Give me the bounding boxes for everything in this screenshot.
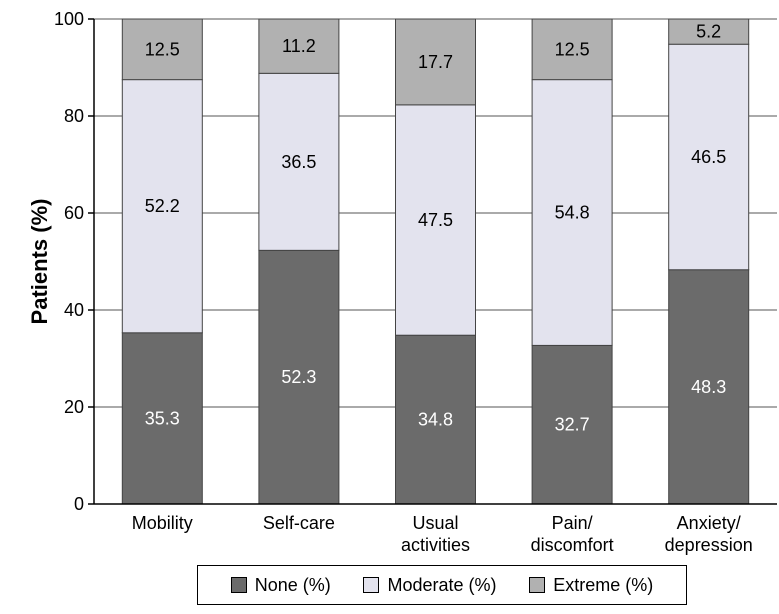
x-tick-label: Self-care — [263, 513, 335, 533]
data-label: 46.5 — [691, 147, 726, 167]
y-tick-label: 60 — [64, 203, 84, 223]
legend-swatch-moderate — [363, 577, 380, 593]
data-label: 5.2 — [696, 22, 721, 42]
x-tick-label: Pain/discomfort — [531, 513, 614, 555]
data-label: 34.8 — [418, 410, 453, 430]
data-label: 52.3 — [281, 367, 316, 387]
bar-segment — [531, 18, 613, 81]
bar-segment — [668, 269, 750, 505]
legend-swatch-none — [230, 577, 247, 593]
data-label: 35.3 — [145, 408, 180, 428]
x-tick-label: Usual activities — [401, 513, 470, 555]
chart-legend: None (%) Moderate (%) Extreme (%) — [197, 565, 687, 605]
x-tick-label-line: Self-care — [263, 513, 335, 533]
y-tick-label: 100 — [54, 9, 84, 29]
legend-item-extreme: Extreme (%) — [529, 575, 653, 596]
bar-segment — [531, 344, 613, 505]
x-tick-label-line: depression — [665, 535, 753, 555]
y-axis-title: Patients (%) — [27, 199, 52, 325]
legend-label-moderate: Moderate (%) — [387, 574, 497, 595]
data-label: 36.5 — [281, 152, 316, 172]
data-label: 47.5 — [418, 210, 453, 230]
bar-segment — [121, 332, 203, 505]
x-tick-label: Mobility — [132, 513, 193, 533]
stacked-bar-chart: 35.3 52.2 12.5 52.3 36.5 11.2 34.8 47.5 17.7 32.7… — [27, 9, 777, 555]
bar-segment — [121, 79, 203, 334]
bar-segment — [121, 18, 203, 81]
data-label: 32.7 — [555, 415, 590, 435]
data-label: 52.2 — [145, 196, 180, 216]
data-label: 12.5 — [145, 39, 180, 59]
bar-segment — [258, 18, 340, 74]
legend-label-none: None (%) — [254, 574, 331, 595]
data-label: 11.2 — [282, 36, 316, 56]
legend-label-extreme: Extreme (%) — [553, 574, 654, 595]
y-tick-label: 20 — [64, 397, 84, 417]
legend-swatch-extreme — [529, 577, 546, 593]
bar-segment — [668, 18, 750, 45]
x-tick-label-line: activities — [401, 535, 470, 555]
data-label: 17.7 — [418, 52, 453, 72]
legend-item-none: None (%) — [230, 574, 331, 596]
x-tick-label-line: Pain/ — [552, 513, 593, 533]
data-label: 54.8 — [555, 203, 590, 223]
data-label: 12.5 — [555, 39, 590, 59]
x-tick-label-line: Usual — [412, 513, 458, 533]
legend-item-moderate: Moderate (%) — [363, 574, 497, 596]
y-tick-label: 0 — [74, 494, 84, 514]
x-tick-label: Anxiety/depression — [665, 513, 753, 555]
bar-segment — [395, 334, 476, 505]
x-tick-label-line: Mobility — [132, 513, 193, 533]
bar-segment — [531, 79, 613, 346]
y-tick-label: 40 — [64, 300, 84, 320]
x-tick-label-line: discomfort — [531, 535, 614, 555]
data-label: 48.3 — [691, 377, 726, 397]
bar-segment — [668, 43, 750, 271]
x-tick-label-line: Anxiety/ — [677, 513, 741, 533]
y-tick-label: 80 — [64, 106, 84, 126]
bar-segment — [395, 18, 476, 106]
bar-segment — [395, 104, 476, 336]
